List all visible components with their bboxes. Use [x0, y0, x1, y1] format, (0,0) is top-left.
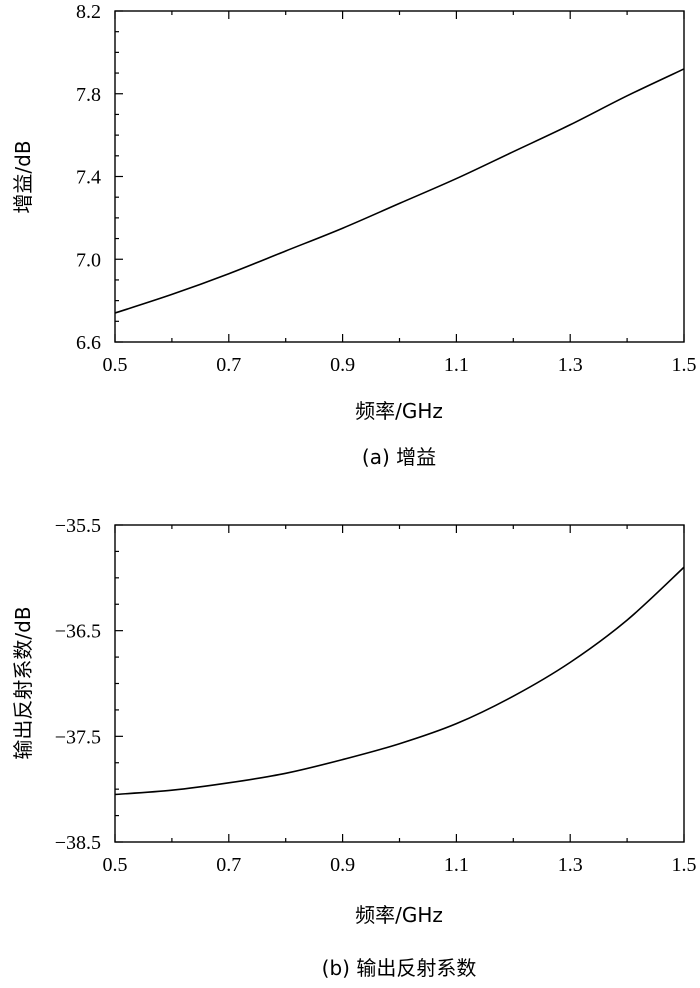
- chart-a-ticks: [114, 10, 685, 343]
- chart-b: 0.5 0.7 0.9 1.1 1.3 1.5 −38.5−37.5−36.5−35.5 …: [11, 515, 697, 980]
- chart-a-gain-line: [114, 68, 685, 314]
- chart-a-x-axis-title: 频率/GHz: [355, 399, 443, 423]
- y-tick-label: −37.5: [55, 726, 101, 748]
- x-tick-label: 0.9: [330, 354, 355, 376]
- y-tick-label: 8.2: [76, 1, 101, 23]
- x-tick-label: 1.5: [672, 854, 697, 876]
- x-tick-label: 1.3: [558, 354, 583, 376]
- y-tick-label: 6.6: [76, 332, 101, 354]
- y-tick-label: −38.5: [55, 832, 101, 854]
- x-tick-label: 1.5: [672, 354, 697, 376]
- y-tick-label: −35.5: [55, 515, 101, 537]
- chart-a-caption: (a) 增益: [362, 445, 436, 469]
- chart-b-x-tick-labels: 0.5 0.7 0.9 1.1 1.3 1.5: [103, 854, 697, 876]
- x-tick-label: 1.3: [558, 854, 583, 876]
- chart-a-y-tick-labels: 6.6 7.0 7.4 7.8 8.2: [76, 1, 101, 354]
- chart-b-y-tick-labels: −38.5 −37.5 −36.5 −35.5: [55, 515, 101, 854]
- x-tick-label: 0.5: [103, 354, 128, 376]
- x-tick-label: 0.7: [216, 854, 241, 876]
- x-tick-label: 1.1: [444, 354, 469, 376]
- x-tick-label: 0.7: [216, 354, 241, 376]
- x-tick-label: 1.1: [444, 854, 469, 876]
- x-tick-label: 0.9: [330, 854, 355, 876]
- chart-a-x-tick-labels: 0.5 0.7 0.9 1.1 1.3 1.5: [103, 354, 697, 376]
- chart-a: 0.5 0.7 0.9 1.1 1.3 1.5 6.6 7.0 7.4 7.8 8.2 频率/GH…: [11, 1, 697, 469]
- y-tick-label: 7.8: [76, 84, 101, 106]
- chart-b-reflection-line: [114, 566, 685, 796]
- chart-b-x-axis-title: 频率/GHz: [355, 903, 443, 927]
- y-tick-label: −36.5: [55, 621, 101, 643]
- chart-b-y-axis-title: 输出反射系数/dB: [11, 606, 35, 759]
- chart-b-frame: [114, 524, 685, 843]
- chart-b-ticks: [114, 524, 685, 843]
- y-tick-label: 7.4: [76, 167, 101, 189]
- x-tick-label: 0.5: [103, 854, 128, 876]
- y-tick-label: 7.0: [76, 249, 101, 271]
- chart-a-y-axis-title: 增益/dB: [11, 140, 35, 213]
- chart-b-caption: (b) 输出反射系数: [322, 956, 477, 980]
- chart-a-frame: [114, 10, 685, 343]
